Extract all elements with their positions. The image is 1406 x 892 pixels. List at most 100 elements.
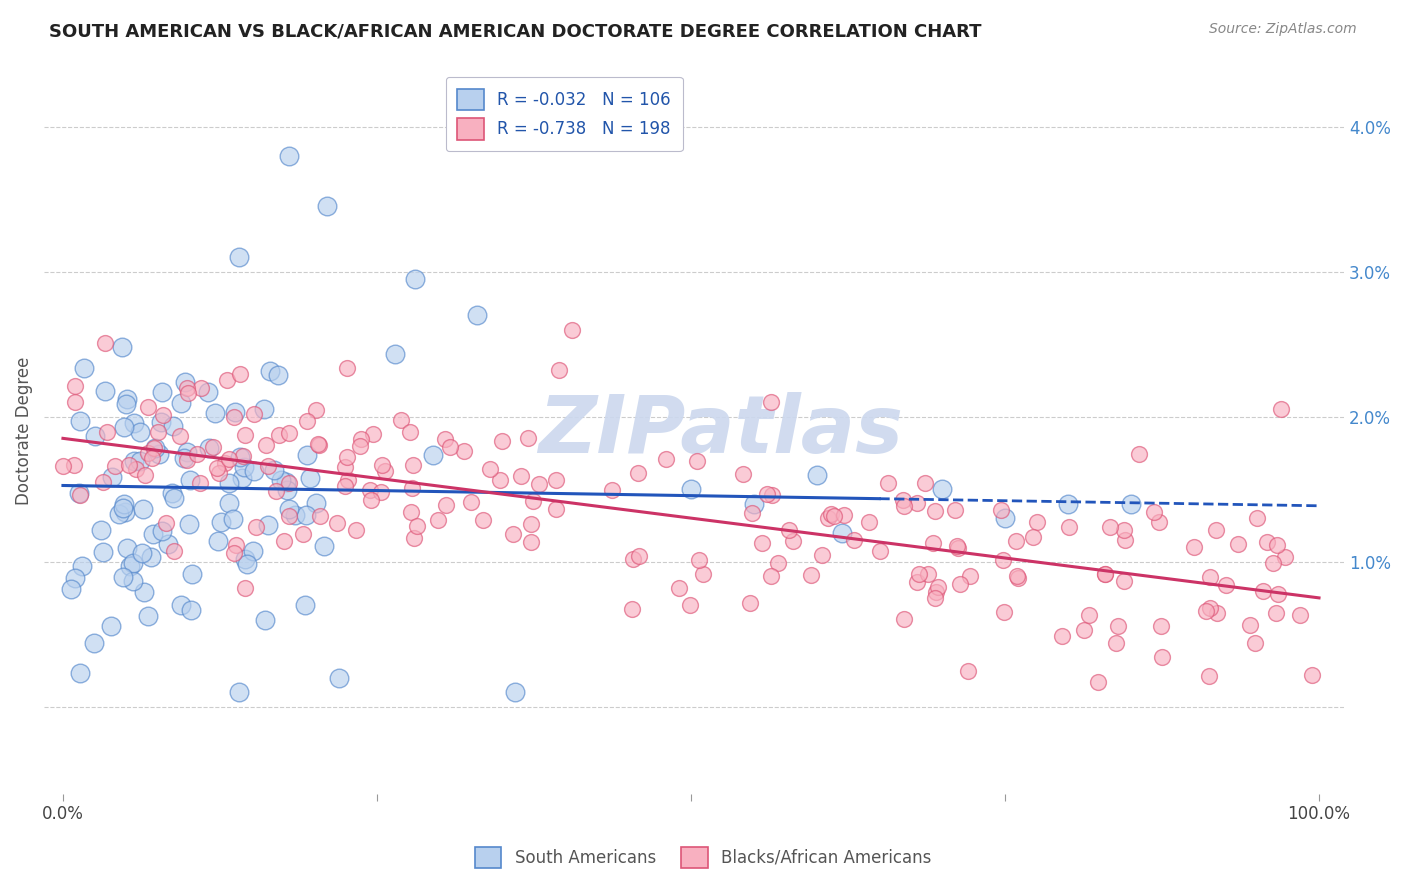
Point: [312, 539, 335, 553]
Point: [692, 567, 714, 582]
Point: [1052, 629, 1074, 643]
Point: [122, 557, 145, 571]
Point: [136, 446, 159, 460]
Point: [222, 410, 245, 425]
Point: [254, 438, 277, 452]
Point: [1244, 636, 1267, 650]
Point: [993, 605, 1015, 619]
Point: [139, 549, 162, 564]
Point: [278, 508, 301, 523]
Point: [811, 548, 834, 562]
Point: [243, 464, 266, 478]
Point: [315, 199, 337, 213]
Point: [925, 585, 948, 599]
Point: [1112, 523, 1135, 537]
Point: [257, 518, 280, 533]
Point: [120, 558, 142, 573]
Point: [1301, 668, 1323, 682]
Point: [305, 496, 328, 510]
Point: [1182, 541, 1205, 555]
Point: [69, 665, 91, 680]
Point: [384, 347, 406, 361]
Point: [122, 574, 145, 588]
Point: [307, 437, 329, 451]
Point: [1270, 402, 1292, 417]
Point: [115, 392, 138, 407]
Point: [134, 467, 156, 482]
Point: [233, 581, 256, 595]
Point: [228, 367, 250, 381]
Point: [1143, 505, 1166, 519]
Point: [832, 508, 855, 522]
Point: [112, 500, 135, 515]
Point: [63, 571, 86, 585]
Point: [914, 476, 936, 491]
Point: [273, 533, 295, 548]
Point: [817, 510, 839, 524]
Point: [917, 567, 939, 582]
Point: [114, 505, 136, 519]
Point: [1026, 515, 1049, 529]
Point: [503, 685, 526, 699]
Point: [218, 496, 240, 510]
Point: [766, 556, 789, 570]
Point: [233, 427, 256, 442]
Point: [946, 539, 969, 553]
Point: [679, 599, 702, 613]
Point: [308, 438, 330, 452]
Point: [204, 406, 226, 420]
Point: [761, 569, 783, 583]
Point: [276, 483, 298, 497]
Point: [162, 419, 184, 434]
Point: [94, 384, 117, 398]
Point: [263, 463, 285, 477]
Point: [207, 533, 229, 548]
Point: [117, 541, 139, 556]
Point: [336, 474, 359, 488]
Point: [467, 308, 489, 322]
Point: [188, 475, 211, 490]
Point: [908, 566, 931, 581]
Point: [994, 511, 1017, 525]
Point: [1147, 515, 1170, 529]
Text: ZIPatlas: ZIPatlas: [537, 392, 903, 470]
Point: [173, 376, 195, 390]
Point: [806, 467, 828, 482]
Point: [1195, 604, 1218, 618]
Point: [842, 533, 865, 548]
Point: [295, 448, 318, 462]
Point: [150, 524, 173, 538]
Point: [336, 361, 359, 376]
Point: [218, 476, 240, 491]
Point: [254, 613, 277, 627]
Point: [176, 453, 198, 467]
Point: [198, 442, 221, 456]
Point: [858, 516, 880, 530]
Point: [224, 405, 246, 419]
Point: [277, 425, 299, 440]
Point: [1094, 566, 1116, 581]
Point: [91, 544, 114, 558]
Point: [190, 381, 212, 395]
Point: [152, 409, 174, 423]
Point: [176, 445, 198, 459]
Point: [73, 360, 96, 375]
Point: [949, 576, 972, 591]
Point: [398, 425, 420, 439]
Point: [751, 535, 773, 549]
Point: [131, 546, 153, 560]
Point: [1205, 606, 1227, 620]
Point: [94, 336, 117, 351]
Point: [460, 495, 482, 509]
Point: [1150, 649, 1173, 664]
Point: [225, 538, 247, 552]
Point: [181, 566, 204, 581]
Legend: R = -0.032   N = 106, R = -0.738   N = 198: R = -0.032 N = 106, R = -0.738 N = 198: [446, 77, 682, 152]
Point: [1073, 623, 1095, 637]
Point: [112, 420, 135, 434]
Point: [143, 441, 166, 455]
Point: [544, 502, 567, 516]
Point: [488, 473, 510, 487]
Point: [264, 484, 287, 499]
Point: [228, 685, 250, 699]
